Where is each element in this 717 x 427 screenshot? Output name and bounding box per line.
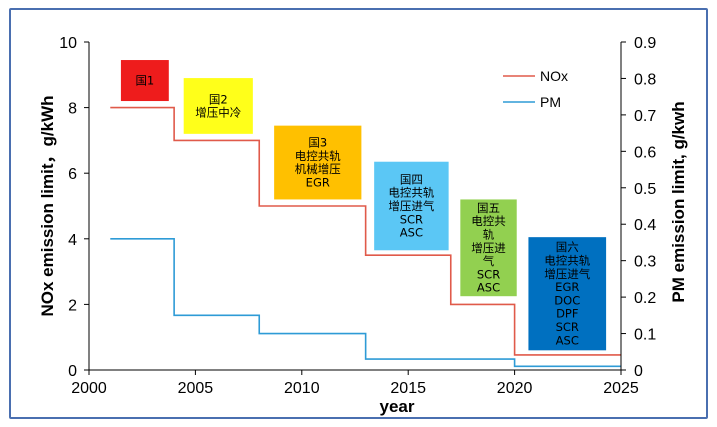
- annotation-text: 国六: [556, 240, 579, 254]
- annotation-text: 轨: [483, 228, 495, 242]
- annotation-box: [374, 161, 449, 251]
- y-left-tick-label: 2: [68, 297, 77, 314]
- axes: 2000 2005 2010 2015 2020 2025024681000.10.20.…: [38, 35, 688, 416]
- annotation-text: ASC: [556, 333, 579, 347]
- annotation-text: 增压进气: [544, 267, 590, 281]
- x-tick-label: 2000: [71, 380, 107, 397]
- annotation-text: 国四: [400, 172, 423, 186]
- annotation-box: [274, 125, 362, 200]
- annotation-text: 国五: [477, 201, 500, 215]
- legend-label: PM: [540, 94, 561, 110]
- x-tick-label: 2020: [497, 380, 533, 397]
- y-right-tick-label: 0.3: [634, 254, 656, 271]
- annotation-box: [460, 199, 517, 297]
- annotation-text: 机械增压: [295, 162, 341, 176]
- y-left-tick-label: 6: [68, 166, 77, 183]
- series-line-nox: [110, 106, 621, 356]
- series-lines: [110, 106, 621, 368]
- annotation-text: 国3: [308, 136, 327, 150]
- annotation-text: 气: [483, 254, 495, 268]
- y-right-axis-title: PM emission limit, g/kwh: [669, 101, 688, 302]
- annotation-text: 增压进: [471, 241, 506, 255]
- annotation-text: SCR: [400, 212, 423, 226]
- y-right-tick-label: 0.2: [634, 290, 656, 307]
- annotation-text: 增压进气: [388, 199, 434, 213]
- annotation-text: 增压中冷: [195, 106, 241, 120]
- annotation-text: SCR: [556, 320, 579, 334]
- annotation-text: EGR: [306, 175, 330, 189]
- annotation-text: 国1: [135, 74, 154, 88]
- annotation-text: DPF: [556, 307, 578, 321]
- annotation-stage-1: 国1: [120, 60, 169, 102]
- y-left-tick-label: 0: [68, 363, 77, 380]
- annotation-text: 电控共轨: [388, 186, 434, 200]
- annotation-text: 电控共: [471, 214, 506, 228]
- y-left-tick-label: 4: [68, 232, 77, 249]
- annotation-text: 国2: [209, 92, 228, 106]
- annotation-box: [528, 237, 607, 351]
- annotation-text: 电控共轨: [544, 253, 590, 267]
- y-right-tick-label: 0.1: [634, 327, 656, 344]
- y-right-tick-label: 0.7: [634, 108, 656, 125]
- legend: NOx PM: [503, 68, 568, 110]
- x-tick-label: 2010: [284, 380, 320, 397]
- annotation-text: DOC: [554, 293, 580, 307]
- annotation-box: [183, 78, 253, 134]
- y-right-tick-label: 0.8: [634, 71, 656, 88]
- x-tick-label: 2025: [603, 380, 639, 397]
- annotation-text: EGR: [555, 280, 579, 294]
- annotation-text: ASC: [400, 226, 423, 240]
- annotation-text: 电控共轨: [295, 149, 341, 163]
- y-left-tick-label: 8: [68, 101, 77, 118]
- legend-label: NOx: [540, 68, 568, 84]
- series-line-pm: [110, 238, 621, 368]
- y-right-tick-label: 0.6: [634, 144, 656, 161]
- annotation-box: [120, 60, 169, 102]
- y-right-tick-label: 0.5: [634, 181, 656, 198]
- annotation-text: SCR: [477, 267, 500, 281]
- y-right-tick-label: 0.9: [634, 35, 656, 52]
- y-left-axis-title: NOx emission limit，g/kWh: [38, 95, 57, 316]
- y-right-tick-label: 0: [634, 363, 643, 380]
- y-right-tick-label: 0.4: [634, 217, 656, 234]
- annotation-text: ASC: [477, 281, 500, 295]
- x-tick-label: 2015: [390, 380, 426, 397]
- x-axis-title: year: [380, 397, 415, 416]
- y-left-tick-label: 10: [59, 35, 77, 52]
- x-tick-label: 2005: [178, 380, 214, 397]
